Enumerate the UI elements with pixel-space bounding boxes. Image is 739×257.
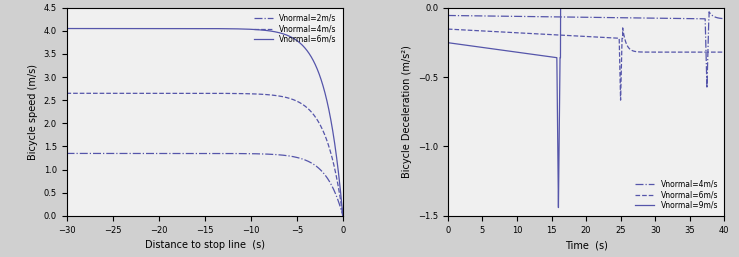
X-axis label: Distance to stop line  (s): Distance to stop line (s) [145,240,265,250]
Y-axis label: Bicycle speed (m/s): Bicycle speed (m/s) [28,64,38,160]
X-axis label: Time  (s): Time (s) [565,240,607,250]
Y-axis label: Bicycle Deceleration (m/s²): Bicycle Deceleration (m/s²) [403,45,412,178]
Legend: Vnormal=4m/s, Vnormal=6m/s, Vnormal=9m/s: Vnormal=4m/s, Vnormal=6m/s, Vnormal=9m/s [633,177,721,212]
Legend: Vnormal=2m/s, Vnormal=4m/s, Vnormal=6m/s: Vnormal=2m/s, Vnormal=4m/s, Vnormal=6m/s [252,12,339,46]
